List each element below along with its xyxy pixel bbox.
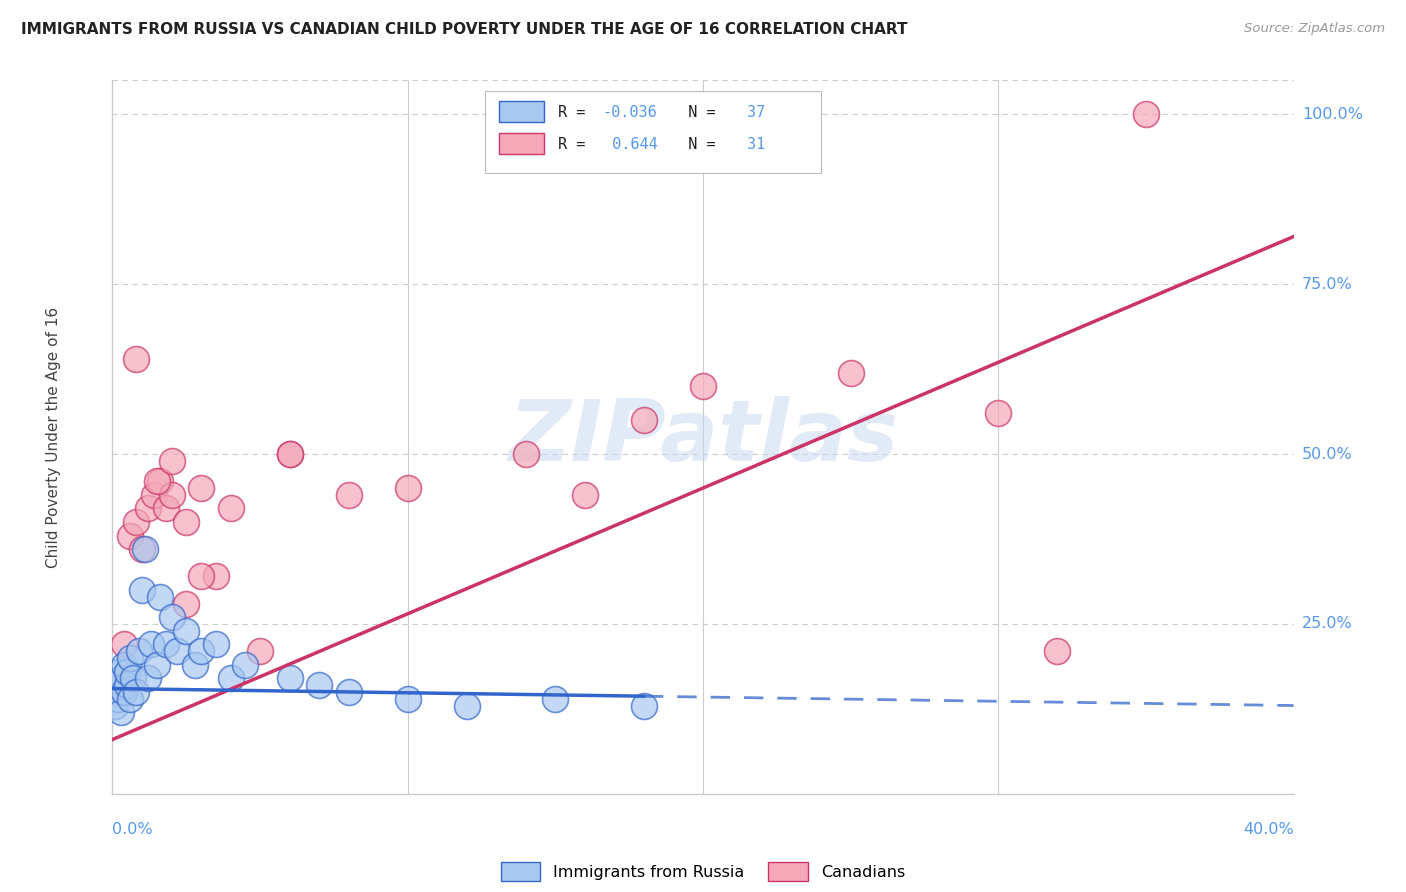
FancyBboxPatch shape xyxy=(499,133,544,154)
Point xyxy=(146,657,169,672)
Point xyxy=(633,698,655,713)
Point xyxy=(155,637,177,651)
Point xyxy=(128,644,150,658)
Point xyxy=(125,515,148,529)
Point xyxy=(456,698,478,713)
Point xyxy=(205,637,228,651)
Point xyxy=(278,447,301,461)
Point xyxy=(155,501,177,516)
Point xyxy=(692,379,714,393)
Point xyxy=(120,651,142,665)
Point xyxy=(987,406,1010,420)
Point xyxy=(184,657,207,672)
Point xyxy=(278,447,301,461)
Point xyxy=(190,481,212,495)
Point xyxy=(122,671,145,685)
Point xyxy=(205,569,228,583)
Text: 37: 37 xyxy=(747,105,765,120)
Point xyxy=(117,678,138,692)
Point xyxy=(134,542,156,557)
Text: Source: ZipAtlas.com: Source: ZipAtlas.com xyxy=(1244,22,1385,36)
Point xyxy=(396,481,419,495)
Point xyxy=(249,644,271,658)
Point xyxy=(112,637,135,651)
Text: 50.0%: 50.0% xyxy=(1302,447,1353,461)
Point xyxy=(139,637,162,651)
Point xyxy=(131,582,153,597)
Point xyxy=(574,488,596,502)
Point xyxy=(278,671,301,685)
Point xyxy=(112,685,135,699)
Point xyxy=(190,644,212,658)
Text: 40.0%: 40.0% xyxy=(1243,822,1294,838)
Point xyxy=(131,542,153,557)
Point xyxy=(515,447,537,461)
Point xyxy=(125,685,148,699)
Point xyxy=(160,610,183,624)
Point xyxy=(633,413,655,427)
Point xyxy=(839,366,862,380)
Text: ZIPatlas: ZIPatlas xyxy=(508,395,898,479)
Text: 0.0%: 0.0% xyxy=(112,822,153,838)
Point xyxy=(110,671,132,685)
FancyBboxPatch shape xyxy=(485,91,821,173)
Text: R =: R = xyxy=(558,105,595,120)
Point xyxy=(160,488,183,502)
Point xyxy=(166,644,188,658)
Text: R =: R = xyxy=(558,137,595,152)
Point xyxy=(1046,644,1069,658)
Text: 75.0%: 75.0% xyxy=(1302,277,1353,292)
Point xyxy=(149,475,172,489)
Point xyxy=(1135,107,1157,121)
Text: 100.0%: 100.0% xyxy=(1302,107,1362,122)
Point xyxy=(104,678,127,692)
Point xyxy=(233,657,256,672)
Point xyxy=(142,488,165,502)
Point xyxy=(136,501,159,516)
Text: Child Poverty Under the Age of 16: Child Poverty Under the Age of 16 xyxy=(46,307,60,567)
Point xyxy=(104,698,127,713)
Point xyxy=(107,665,129,679)
Point xyxy=(174,624,197,638)
Point xyxy=(120,528,142,542)
Point xyxy=(174,597,197,611)
Point xyxy=(146,475,169,489)
FancyBboxPatch shape xyxy=(499,101,544,122)
Legend: Immigrants from Russia, Canadians: Immigrants from Russia, Canadians xyxy=(494,855,912,888)
Text: N =: N = xyxy=(669,105,724,120)
Text: 0.644: 0.644 xyxy=(603,137,658,152)
Point xyxy=(337,488,360,502)
Point xyxy=(308,678,330,692)
Point xyxy=(112,657,135,672)
Point xyxy=(544,691,567,706)
Point xyxy=(125,351,148,366)
Point xyxy=(117,665,138,679)
Point xyxy=(219,671,242,685)
Point xyxy=(160,454,183,468)
Point xyxy=(396,691,419,706)
Point xyxy=(174,515,197,529)
Point xyxy=(219,501,242,516)
Point xyxy=(149,590,172,604)
Point xyxy=(337,685,360,699)
Text: -0.036: -0.036 xyxy=(603,105,658,120)
Point xyxy=(120,691,142,706)
Point xyxy=(110,706,132,720)
Point xyxy=(107,691,129,706)
Point xyxy=(190,569,212,583)
Text: N =: N = xyxy=(669,137,724,152)
Point xyxy=(136,671,159,685)
Text: 25.0%: 25.0% xyxy=(1302,616,1353,632)
Text: 31: 31 xyxy=(747,137,765,152)
Text: IMMIGRANTS FROM RUSSIA VS CANADIAN CHILD POVERTY UNDER THE AGE OF 16 CORRELATION: IMMIGRANTS FROM RUSSIA VS CANADIAN CHILD… xyxy=(21,22,908,37)
